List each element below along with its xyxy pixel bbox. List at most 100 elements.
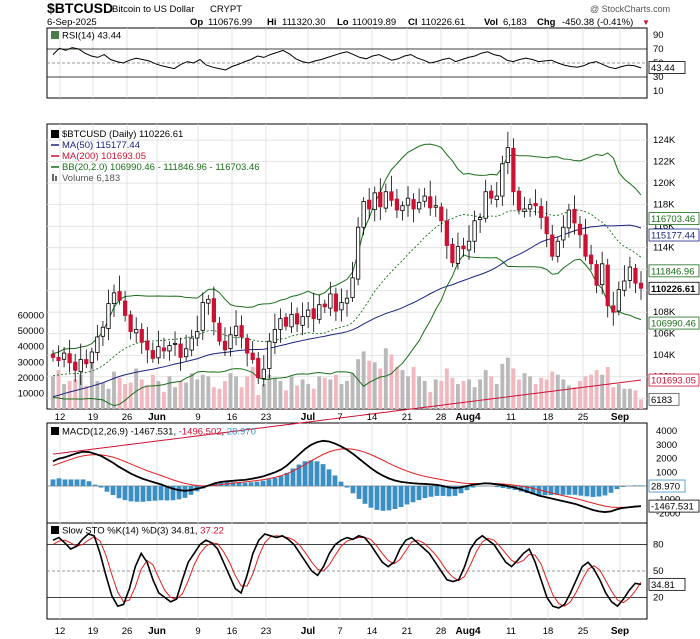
candle-body <box>300 316 305 326</box>
volume-bar <box>483 370 488 409</box>
volume-bar <box>450 377 455 409</box>
macd-hist-bar <box>416 486 422 501</box>
candle-body <box>572 208 577 224</box>
volume-bars <box>51 348 643 409</box>
macd-hist-bar <box>140 486 146 502</box>
candle-body <box>228 334 233 349</box>
candle-body <box>167 345 172 352</box>
price-value-box <box>648 264 700 278</box>
volume-bar <box>250 366 255 409</box>
volume-bar <box>533 384 538 409</box>
macd-hist-bar <box>62 479 68 487</box>
volume-bar <box>572 387 577 409</box>
candle-body <box>466 240 472 251</box>
candle-body <box>233 325 239 336</box>
candle-body <box>61 352 67 360</box>
x-axis-label-bottom: Jun <box>148 626 166 637</box>
volume-bar <box>511 368 516 409</box>
macd-hist-bar <box>134 486 140 502</box>
volume-bar <box>95 380 100 409</box>
x-axis-label-bottom: 21 <box>402 626 413 637</box>
price-value-box <box>648 373 700 387</box>
macd-hist-bar <box>440 486 446 496</box>
volume-bar <box>566 385 571 409</box>
volume-bar <box>184 382 189 409</box>
axis-labels: 12 12 19 19 26 26 Jun Jun 9 9 16 16 23 23 Jul Jul 7 7 14 14… <box>18 30 700 637</box>
candle-body <box>622 280 627 291</box>
price-tick: 120K <box>653 178 676 189</box>
macd-hist-label: 28.970 <box>651 482 680 493</box>
candle-body <box>472 220 477 242</box>
macd-hist-bar <box>470 486 476 488</box>
rsi-plot <box>52 47 642 71</box>
volume-bar <box>627 388 632 409</box>
macd-swatch <box>51 427 59 435</box>
candle-body <box>455 246 461 264</box>
volume-bar <box>550 371 555 409</box>
x-axis-label-bottom: 12 <box>55 626 66 637</box>
rsi-tick: 30 <box>653 72 664 83</box>
candle-body <box>200 302 205 331</box>
macd-hist-bar <box>236 482 242 487</box>
candle-body <box>306 309 311 317</box>
volume-bar <box>189 373 194 409</box>
cl-label: Cl <box>408 17 418 28</box>
volume-bar <box>467 379 471 409</box>
macd-hist-bar <box>104 486 110 492</box>
legend-bar-swatch <box>52 174 54 181</box>
x-axis-label-top: Aug4 <box>456 412 481 423</box>
volume-bar <box>100 382 105 409</box>
volume-bar <box>306 384 311 409</box>
candle-body <box>122 300 128 316</box>
legend-bar-swatch <box>55 176 57 181</box>
x-axis-label-bottom: 18 <box>543 626 554 637</box>
sto-k-value: 34.81 <box>171 526 195 537</box>
candle-body <box>150 350 155 359</box>
candle-body <box>89 351 94 363</box>
macd-hist-bar <box>260 480 266 487</box>
volume-bar <box>544 379 549 409</box>
x-axis-label-bottom: 11 <box>506 626 516 637</box>
volume-bar <box>433 379 438 409</box>
volume-bar <box>195 379 200 409</box>
macd-hist-bar <box>410 486 416 503</box>
symbol-title: $BTCUSD <box>47 0 113 16</box>
volume-bar <box>406 376 410 409</box>
volume-bar <box>245 376 250 409</box>
candle-body <box>444 220 449 246</box>
x-axis-label-top: Jul <box>301 412 316 423</box>
lo-label: Lo <box>337 17 349 28</box>
macd-hist-bar <box>500 486 506 488</box>
price-tick: 118K <box>653 200 675 211</box>
macd-tick: 4000 <box>656 426 677 437</box>
x-axis-label-top: 21 <box>402 412 413 423</box>
candle-body <box>616 289 621 312</box>
volume-bar <box>311 388 316 409</box>
candle-body <box>67 353 72 364</box>
volume-bar <box>383 348 388 409</box>
sto-legend-prefix: Slow STO %K(14) %D(3) <box>62 526 168 537</box>
macd-hist-bar <box>98 486 104 488</box>
candle-body <box>450 243 455 264</box>
candle-body <box>322 303 327 308</box>
price-legend-text: BB(20,2.0) 106990.46 - 111846.96 - 11670… <box>62 162 260 173</box>
macd-hist-bar <box>128 486 134 502</box>
volume-bar <box>228 373 233 409</box>
price-tick: 106K <box>653 329 676 340</box>
price-value-label: 101693.05 <box>651 376 696 387</box>
volume-bar <box>300 379 305 409</box>
sto-swatch <box>51 526 59 534</box>
macd-hist-bar <box>620 486 626 487</box>
volume-bar <box>67 380 72 409</box>
volume-bar <box>295 385 300 409</box>
candle-body <box>594 264 599 286</box>
volume-bar <box>361 351 366 409</box>
candle-body <box>433 205 438 208</box>
candle-body <box>483 191 488 219</box>
candle-body <box>633 267 638 284</box>
macd-hist-bar <box>374 486 380 510</box>
candle-body <box>211 298 216 323</box>
candle-body <box>555 240 560 257</box>
volume-tick: 60000 <box>18 311 44 322</box>
